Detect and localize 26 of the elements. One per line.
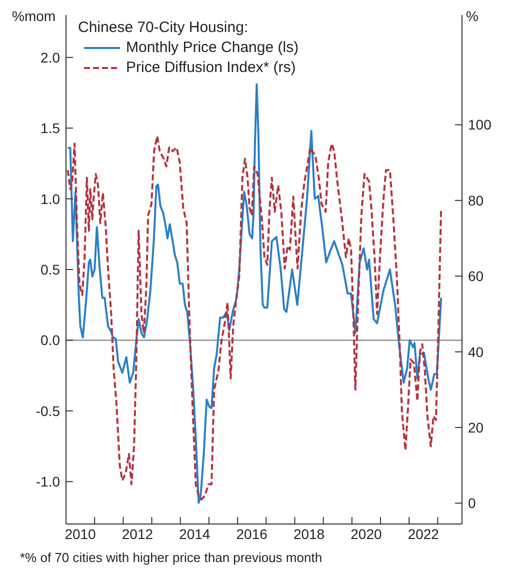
y-tick-label: 0.0 — [40, 332, 60, 348]
y2-tick-label: 0 — [468, 495, 476, 512]
y2-tick-label: 60 — [468, 268, 484, 284]
y-tick-label: 2.0 — [40, 49, 60, 66]
legend-title: Chinese 70-City Housing: — [78, 18, 250, 38]
legend-label: Monthly Price Change (ls) — [126, 38, 299, 58]
x-tick-label: 2012 — [122, 526, 154, 542]
y-tick-label: 1.0 — [40, 190, 60, 207]
x-tick-label: 2020 — [350, 526, 382, 542]
y-tick-label: -1.0 — [36, 474, 60, 490]
y2-tick-label: 100 — [468, 116, 492, 133]
y2-axis-title: % — [466, 8, 478, 24]
y2-tick-label: 40 — [468, 344, 484, 360]
x-tick-label: 2016 — [236, 526, 268, 542]
y-axis-title: %mom — [12, 8, 56, 24]
y2-tick-label: 80 — [468, 192, 484, 208]
legend-label: Price Diffusion Index* (rs) — [126, 58, 296, 78]
x-tick-label: 2018 — [293, 526, 325, 542]
x-tick-label: 2022 — [408, 526, 440, 542]
x-tick-label: 2010 — [64, 526, 96, 542]
y-tick-label: 0.5 — [40, 262, 60, 278]
text: *% of 70 cities with higher price than previous month — [20, 550, 324, 565]
y2-tick-label: 20 — [468, 420, 484, 436]
x-tick-label: 2014 — [179, 526, 210, 542]
y-tick-label: 1.5 — [40, 120, 60, 136]
y-tick-label: -0.5 — [36, 402, 60, 419]
